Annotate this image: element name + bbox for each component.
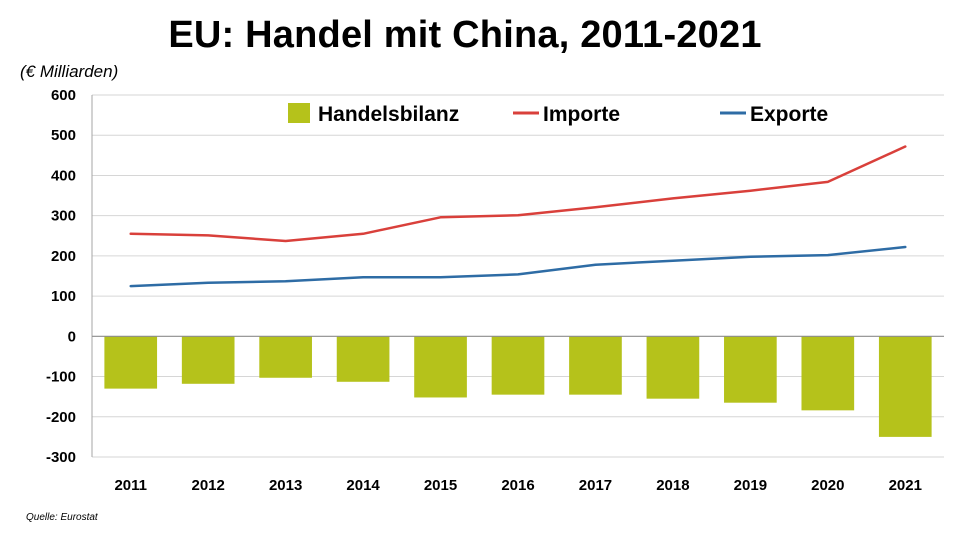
y-axis-unit-label: (€ Milliarden) bbox=[20, 62, 119, 81]
y-tick-label: 500 bbox=[51, 127, 76, 144]
y-tick-label: 100 bbox=[51, 288, 76, 305]
bar-handelsbilanz-2014 bbox=[336, 336, 390, 382]
x-tick-label: 2018 bbox=[656, 477, 689, 494]
y-tick-label: -300 bbox=[46, 449, 76, 466]
x-tick-label: 2020 bbox=[811, 477, 844, 494]
x-tick-label: 2021 bbox=[889, 477, 922, 494]
bar-handelsbilanz-2013 bbox=[259, 336, 312, 378]
y-tick-label: 300 bbox=[51, 208, 76, 225]
line-series bbox=[129, 145, 907, 288]
x-tick-label: 2014 bbox=[346, 477, 380, 494]
x-tick-label: 2015 bbox=[424, 477, 457, 494]
bar-handelsbilanz-2011 bbox=[104, 336, 158, 389]
x-tick-label: 2012 bbox=[191, 477, 224, 494]
legend-item-importe: Importe bbox=[513, 103, 620, 126]
legend-label: Handelsbilanz bbox=[318, 103, 459, 126]
legend-swatch bbox=[288, 103, 310, 123]
legend-item-handelsbilanz: Handelsbilanz bbox=[288, 103, 459, 126]
y-tick-label: 600 bbox=[51, 87, 76, 104]
chart-title: EU: Handel mit China, 2011-2021 bbox=[168, 14, 762, 56]
x-tick-label: 2017 bbox=[579, 477, 612, 494]
line-exporte bbox=[129, 245, 907, 288]
bar-handelsbilanz-2018 bbox=[646, 336, 700, 399]
x-tick-label: 2013 bbox=[269, 477, 302, 494]
x-tick-label: 2011 bbox=[114, 477, 147, 494]
y-tick-label: 0 bbox=[68, 328, 76, 345]
legend-label: Importe bbox=[543, 103, 620, 126]
x-tick-label: 2019 bbox=[734, 477, 767, 494]
bar-handelsbilanz-2021 bbox=[878, 336, 932, 437]
bar-handelsbilanz-2019 bbox=[724, 336, 777, 403]
source-note: Quelle: Eurostat bbox=[26, 512, 98, 523]
x-tick-label: 2016 bbox=[501, 477, 534, 494]
axes: 600 500 400 300 200 100 0 -100 -200 -300 2011 2012 2… bbox=[46, 87, 944, 494]
legend-label: Exporte bbox=[750, 103, 828, 126]
bar-handelsbilanz-2020 bbox=[801, 336, 855, 411]
bar-handelsbilanz-2015 bbox=[414, 336, 467, 398]
y-tick-label: -100 bbox=[46, 369, 76, 386]
bar-handelsbilanz-2012 bbox=[181, 336, 235, 384]
line-importe bbox=[129, 145, 907, 243]
legend-item-exporte: Exporte bbox=[720, 103, 828, 126]
y-tick-label: -200 bbox=[46, 409, 76, 426]
legend: Handelsbilanz Importe Exporte bbox=[288, 103, 828, 126]
bar-handelsbilanz-2016 bbox=[491, 336, 545, 395]
y-tick-label: 400 bbox=[51, 167, 76, 184]
bar-series bbox=[104, 336, 932, 437]
y-tick-label: 200 bbox=[51, 248, 76, 265]
bar-handelsbilanz-2017 bbox=[569, 336, 622, 395]
